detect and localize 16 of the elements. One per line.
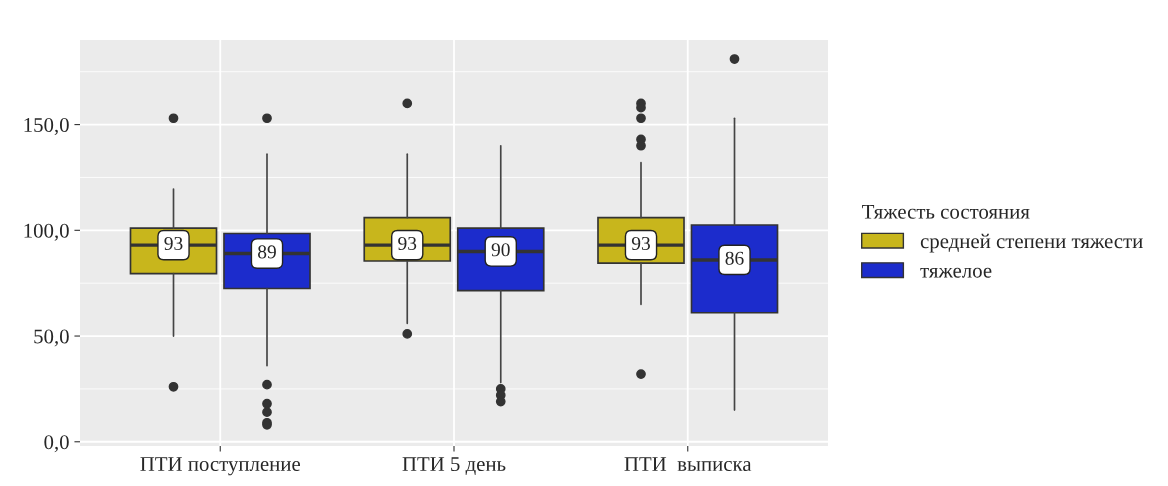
legend-label: тяжелое [920, 267, 992, 278]
text: 89 [258, 245, 276, 259]
y-tick-label: 0,0 [44, 435, 69, 453]
x-tick-label: ПТИ поступление [140, 457, 300, 476]
text: 93 [631, 236, 650, 250]
x-tick-label: ПТИ выписка [624, 457, 752, 472]
y-tick-label: 50,0 [34, 329, 69, 347]
text: 90 [491, 243, 510, 257]
x-tick-label: ПТИ 5 день [402, 457, 506, 475]
y-tick-label: 100,0 [24, 223, 69, 241]
y-tick-label: 150,0 [24, 117, 69, 136]
legend-label: средней степени тяжести [920, 233, 1143, 253]
text: 93 [164, 236, 183, 250]
text: 86 [725, 251, 744, 265]
text: 93 [398, 236, 417, 250]
legend-title: Тяжесть состояния [862, 204, 1030, 219]
